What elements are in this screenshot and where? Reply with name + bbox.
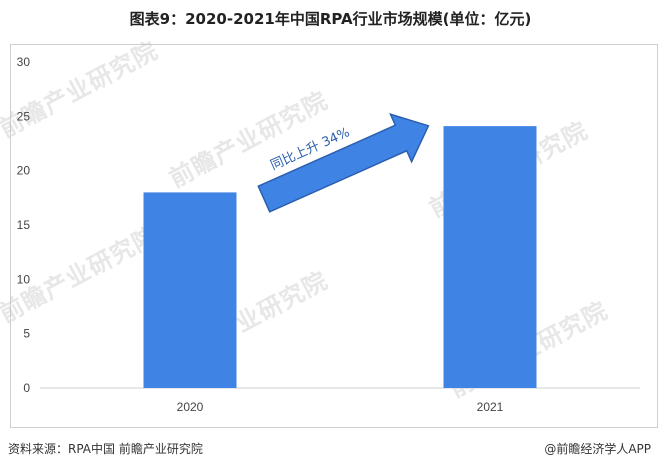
bar [143,192,237,388]
arrow-shape [257,113,430,213]
y-tick-label: 25 [17,109,31,123]
growth-arrow: 同比上升 34% [257,113,430,213]
x-tick-label: 2021 [477,400,504,414]
brand-label: @前瞻经济学人APP [544,442,651,456]
y-tick-label: 0 [23,381,30,395]
source-note: 资料来源：RPA中国 前瞻产业研究院 [8,442,203,456]
y-tick-label: 5 [23,327,30,341]
y-tick-label: 30 [17,55,31,69]
bar [443,126,537,388]
chart-title: 图表9：2020-2021年中国RPA行业市场规模(单位：亿元) [129,10,532,28]
chart-frame [10,44,658,428]
y-tick-label: 10 [17,272,31,286]
x-tick-label: 2020 [177,400,204,414]
y-tick-label: 20 [17,164,31,178]
y-tick-label: 15 [17,218,31,232]
